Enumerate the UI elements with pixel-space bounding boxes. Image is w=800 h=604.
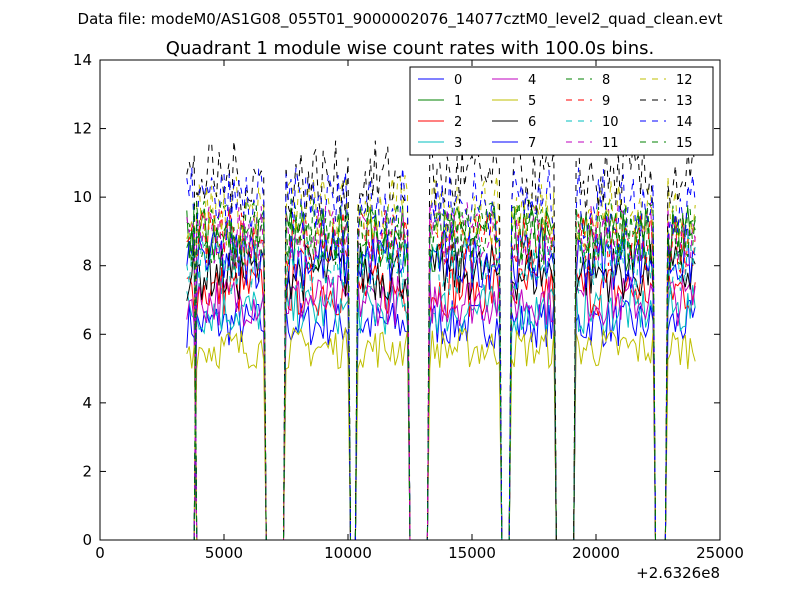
y-tick-label: 4 — [82, 394, 92, 412]
series-line-7 — [186, 227, 696, 540]
x-tick-label: 5000 — [205, 544, 243, 562]
legend-label-9: 9 — [602, 94, 610, 109]
plot-frame — [99, 59, 721, 541]
series-line-10 — [186, 234, 696, 540]
series-line-4 — [186, 274, 696, 540]
x-tick-label: 25000 — [696, 544, 744, 562]
legend-label-15: 15 — [676, 136, 693, 151]
y-tick-label: 0 — [82, 531, 92, 549]
legend-label-2: 2 — [454, 115, 462, 130]
legend-label-1: 1 — [454, 94, 462, 109]
x-tick-label: 15000 — [448, 544, 496, 562]
series-line-0 — [186, 299, 696, 540]
y-tick-label: 12 — [73, 120, 92, 138]
legend-label-7: 7 — [528, 136, 536, 151]
data-file-label: Data file: modeM0/AS1G08_055T01_90000020… — [78, 10, 723, 29]
y-tick-label: 8 — [82, 257, 92, 275]
legend-label-13: 13 — [676, 94, 693, 109]
x-tick-label: 20000 — [572, 544, 620, 562]
legend-label-12: 12 — [676, 73, 693, 88]
series-line-14 — [186, 167, 696, 540]
series-line-8 — [186, 197, 696, 540]
legend-box — [409, 66, 714, 156]
series-line-15 — [186, 201, 696, 540]
legend-label-3: 3 — [454, 136, 462, 151]
legend-label-10: 10 — [602, 115, 619, 130]
y-tick-label: 14 — [73, 51, 92, 69]
legend-label-8: 8 — [602, 73, 610, 88]
y-tick-label: 2 — [82, 462, 92, 480]
series-line-5 — [186, 326, 696, 540]
legend-label-6: 6 — [528, 115, 536, 130]
legend-label-14: 14 — [676, 115, 693, 130]
series-line-13 — [186, 139, 696, 540]
legend-label-5: 5 — [528, 94, 536, 109]
series-layer — [186, 139, 696, 540]
legend-label-4: 4 — [528, 73, 536, 88]
x-offset-label: +2.6326e8 — [636, 564, 720, 582]
y-tick-label: 6 — [82, 325, 92, 343]
chart-title: Quadrant 1 module wise count rates with … — [166, 38, 655, 59]
legend-label-0: 0 — [454, 73, 462, 88]
legend-label-11: 11 — [602, 136, 619, 151]
x-tick-label: 0 — [95, 544, 105, 562]
y-tick-label: 10 — [73, 188, 92, 206]
series-line-12 — [186, 175, 696, 540]
x-tick-label: 10000 — [324, 544, 372, 562]
